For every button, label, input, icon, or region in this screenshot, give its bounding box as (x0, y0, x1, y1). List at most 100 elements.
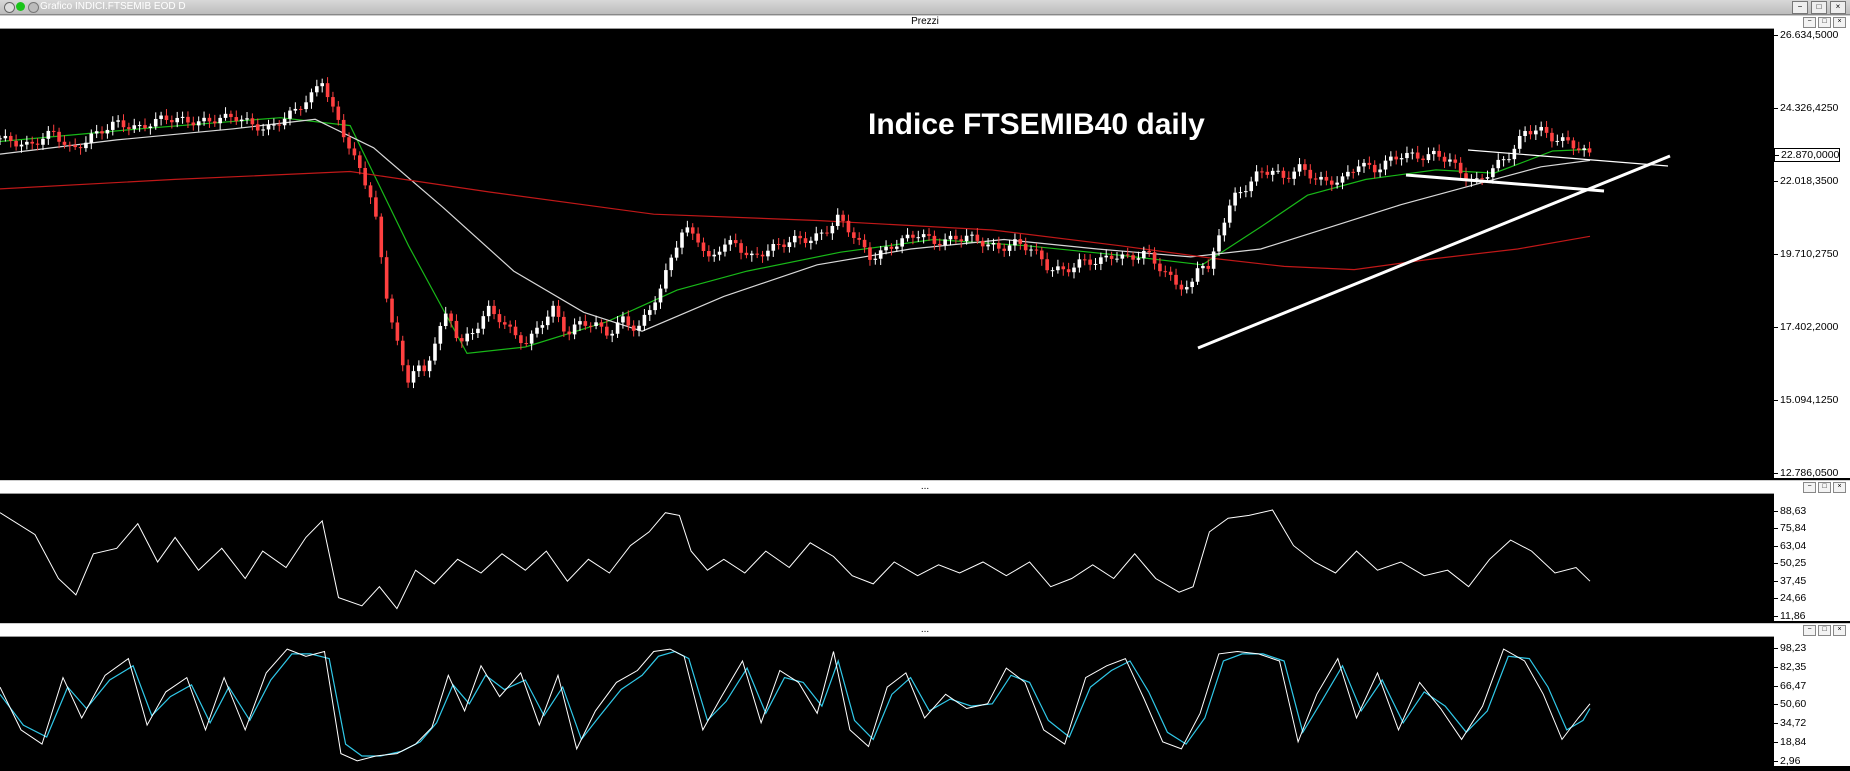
candle-body (245, 118, 249, 120)
candle-body (357, 155, 362, 168)
candle-body (513, 326, 518, 336)
candle-body (583, 321, 588, 326)
menu-icon[interactable] (4, 2, 15, 13)
candle-body (175, 117, 180, 123)
candle-body (1335, 182, 1339, 185)
candle-body (605, 326, 609, 336)
candle-body (1276, 170, 1280, 172)
candle-body (30, 141, 35, 144)
candle-body (481, 316, 486, 329)
minimize-button[interactable]: − (1792, 1, 1808, 14)
candle-body (1206, 265, 1211, 269)
candle-body (588, 325, 593, 327)
panel-minimize-button[interactable]: − (1803, 482, 1816, 493)
moving-average-green (0, 117, 1591, 355)
candle-body (1002, 248, 1006, 251)
candle-body (1099, 257, 1103, 264)
oscillator-pane[interactable] (0, 493, 1774, 621)
candle-body (1582, 148, 1586, 151)
candle-body (717, 251, 722, 255)
stochastic-y-axis[interactable]: 98,23 82,35 66,47 50,60 34,72 18,84 2,96 (1774, 636, 1850, 767)
candle-body (868, 247, 872, 260)
candle-body (68, 144, 72, 146)
candle-body (669, 257, 674, 271)
candle-body (1029, 249, 1033, 251)
candle-body (631, 325, 636, 331)
candle-body (551, 305, 555, 317)
candle-body (1550, 132, 1554, 142)
candle-body (1217, 235, 1221, 252)
oscillator-y-axis[interactable]: 88,63 75,84 63,04 50,25 37,45 24,66 11,86 (1774, 493, 1850, 622)
candle-body (422, 365, 427, 372)
candle-body (1458, 162, 1463, 174)
candle-body (997, 242, 1001, 249)
oscillator-panel-title: ... (920, 481, 930, 492)
panel-minimize-button[interactable]: − (1803, 625, 1816, 636)
close-icon: × (1837, 626, 1842, 633)
stochastic-pane[interactable] (0, 636, 1774, 766)
candle-body (406, 365, 410, 383)
oscillator-panel-header: ... − □ × (0, 480, 1850, 494)
panel-restore-button[interactable]: □ (1818, 625, 1831, 636)
candle-body (712, 254, 717, 257)
candle-body (1346, 171, 1350, 177)
candle-body (508, 324, 512, 327)
candle-body (1281, 170, 1286, 178)
candle-body (1045, 259, 1049, 271)
y-tick-label: 82,35 (1774, 661, 1806, 673)
candle-body (556, 305, 561, 317)
candle-body (379, 216, 384, 258)
candle-body (1056, 266, 1060, 271)
minimize-icon: − (1807, 626, 1812, 633)
candle-body (954, 235, 958, 240)
candle-body (1523, 131, 1527, 136)
panel-close-button[interactable]: × (1833, 482, 1846, 493)
candle-body (1142, 250, 1146, 259)
candle-body (1018, 239, 1023, 244)
candle-body (1174, 274, 1178, 285)
candle-body (664, 270, 668, 289)
panel-restore-button[interactable]: □ (1818, 17, 1831, 28)
y-tick-label: 24,66 (1774, 592, 1806, 604)
panel-close-button[interactable]: × (1833, 625, 1846, 636)
candle-body (1313, 178, 1318, 180)
candle-body (1163, 271, 1168, 273)
candle-body (454, 320, 459, 339)
candle-body (127, 127, 131, 129)
candle-body (1233, 192, 1237, 206)
candle-body (223, 113, 228, 118)
candle-body (986, 244, 990, 247)
candle-body (1104, 255, 1109, 258)
candle-body (524, 343, 529, 345)
close-button[interactable]: × (1830, 1, 1846, 14)
candle-body (1195, 268, 1200, 282)
candle-body (427, 360, 432, 372)
close-icon: × (1835, 2, 1841, 11)
candle-body (1405, 152, 1409, 159)
candle-body (449, 313, 453, 321)
y-tick-label: 37,45 (1774, 575, 1806, 587)
candle-body (1496, 159, 1501, 169)
candle-body (438, 325, 443, 344)
candle-body (89, 133, 94, 143)
y-tick-label: 88,63 (1774, 505, 1806, 517)
candle-body (51, 130, 56, 132)
candle-body (1088, 259, 1092, 265)
candle-body (959, 239, 964, 242)
stochastic-k-line (0, 648, 1591, 762)
candle-body (1265, 171, 1270, 175)
candle-body (1389, 156, 1393, 161)
restore-button[interactable]: □ (1811, 1, 1827, 14)
candle-body (841, 214, 845, 221)
price-y-axis[interactable]: 26.634,5000 24.326,4250 22.870,0000 22.018,… (1774, 28, 1850, 479)
candle-body (1201, 265, 1205, 269)
panel-restore-button[interactable]: □ (1818, 482, 1831, 493)
candle-body (116, 120, 120, 122)
price-pane[interactable]: Indice FTSEMIB40 daily (0, 28, 1774, 478)
candle-body (417, 365, 421, 372)
candle-body (1329, 180, 1334, 185)
panel-close-button[interactable]: × (1833, 17, 1846, 28)
candle-body (19, 144, 24, 147)
panel-minimize-button[interactable]: − (1803, 17, 1816, 28)
candle-body (1351, 171, 1356, 173)
